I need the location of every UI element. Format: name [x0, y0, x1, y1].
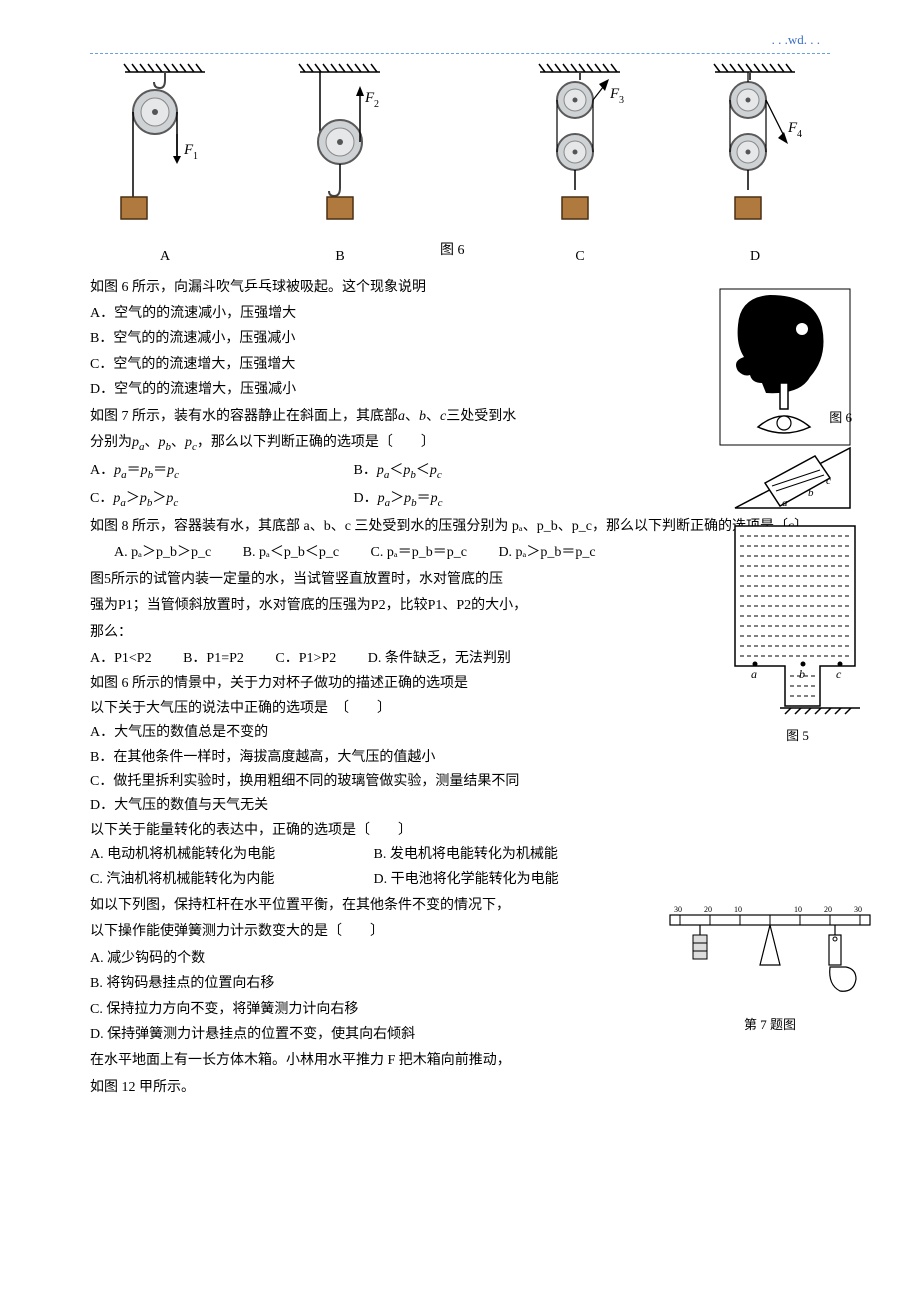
pulley-c: F 3 C: [505, 62, 655, 269]
svg-text:b: b: [808, 487, 814, 499]
q7-row1: A．pa＝pb＝pc B．pa＜pb＜pc: [90, 460, 830, 484]
q8-opts: A. pₐ＞p_b＞p_c B. pₐ＜p_b＜p_c C. pₐ＝p_b＝p_…: [90, 542, 830, 564]
svg-text:a: a: [751, 667, 757, 681]
pulley-d: F 4 D: [680, 62, 830, 269]
qbox-l1: 在水平地面上有一长方体木箱。小林用水平推力 F 把木箱向前推动，: [90, 1050, 830, 1072]
pulley-d-label: D: [680, 246, 830, 268]
svg-text:c: c: [826, 475, 831, 487]
pulley-b-svg: F 2: [285, 62, 395, 232]
header-wd: . . .wd. . .: [90, 30, 830, 51]
svg-text:c: c: [836, 667, 842, 681]
svg-text:20: 20: [824, 905, 832, 914]
pulley-a: F 1 A: [90, 62, 240, 269]
q7-stem2: 分别为pa、pb、pc，那么以下判断正确的选项是〔 〕: [90, 432, 830, 456]
qenergy-stem: 以下关于能量转化的表达中，正确的选项是〔 〕: [90, 820, 830, 842]
svg-text:2: 2: [374, 99, 379, 110]
svg-text:10: 10: [794, 905, 802, 914]
pulley-b: F 2 B: [265, 62, 415, 269]
svg-text:1: 1: [193, 151, 198, 162]
pulley-c-label: C: [505, 246, 655, 268]
q5-l2: 强为P1；当管倾斜放置时，水对管底的压强为P2，比较P1、P2的大小，: [90, 595, 830, 617]
pulley-b-label: B: [265, 246, 415, 268]
pulley-c-svg: F 3: [525, 62, 635, 232]
svg-text:10: 10: [734, 905, 742, 914]
svg-text:a: a: [782, 497, 788, 509]
qcup-C: C．做托里拆利实验时，换用粗细不同的玻璃管做实验，测量结果不同: [90, 771, 830, 793]
step-container-figure: a b c 图 5: [725, 516, 870, 747]
lever-caption: 第 7 题图: [660, 1015, 880, 1036]
q5-l1: 图5所示的试管内装一定量的水，当试管竖直放置时，水对管底的压: [90, 569, 830, 591]
svg-text:3: 3: [619, 95, 624, 106]
qcup-D: D．大气压的数值与天气无关: [90, 795, 830, 817]
svg-text:30: 30: [854, 905, 862, 914]
qcup-B: B．在其他条件一样时，海拔高度越高，大气压的值越小: [90, 747, 830, 769]
svg-text:b: b: [799, 667, 805, 681]
qcup-l1: 如图 6 所示的情景中，关于力对杯子做功的描述正确的选项是: [90, 673, 830, 695]
pulley-d-svg: F 4: [700, 62, 810, 232]
pulley-a-svg: F 1: [110, 62, 220, 232]
fig5-caption: 图 5: [725, 726, 870, 747]
qbox-l2: 如图 12 甲所示。: [90, 1077, 830, 1099]
qenergy-row1: A. 电动机将机械能转化为电能 B. 发电机将电能转化为机械能: [90, 844, 830, 866]
svg-text:4: 4: [797, 129, 802, 140]
qenergy-row2: C. 汽油机将机械能转化为内能 D. 干电池将化学能转化为电能: [90, 869, 830, 891]
qcup-l2: 以下关于大气压的说法中正确的选项是 〔 〕: [90, 698, 830, 720]
pulley-a-label: A: [90, 246, 240, 268]
fig6-caption-top: 图 6: [440, 240, 480, 268]
q7-row2: C．pa＞pb＞pc D．pa＞pb＝pc: [90, 488, 830, 512]
svg-text:20: 20: [704, 905, 712, 914]
lever-figure: 30 20 10 10 20 30 第 7 题图: [660, 895, 880, 1036]
q7-stem1: 如图 7 所示，装有水的容器静止在斜面上，其底部a、b、c三处受到水: [90, 406, 830, 428]
header-rule: [90, 53, 830, 54]
q5-l3: 那么：: [90, 622, 830, 644]
pulley-row: F 1 A: [90, 62, 830, 269]
q5-opts: A．P1<P2 B．P1=P2 C．P1>P2 D. 条件缺乏，无法判别: [90, 648, 830, 670]
q8-stem: 如图 8 所示，容器装有水，其底部 a、b、c 三处受到水的压强分别为 pₐ、p…: [90, 516, 830, 538]
qcup-A: A．大气压的数值总是不变的: [90, 722, 830, 744]
svg-text:30: 30: [674, 905, 682, 914]
